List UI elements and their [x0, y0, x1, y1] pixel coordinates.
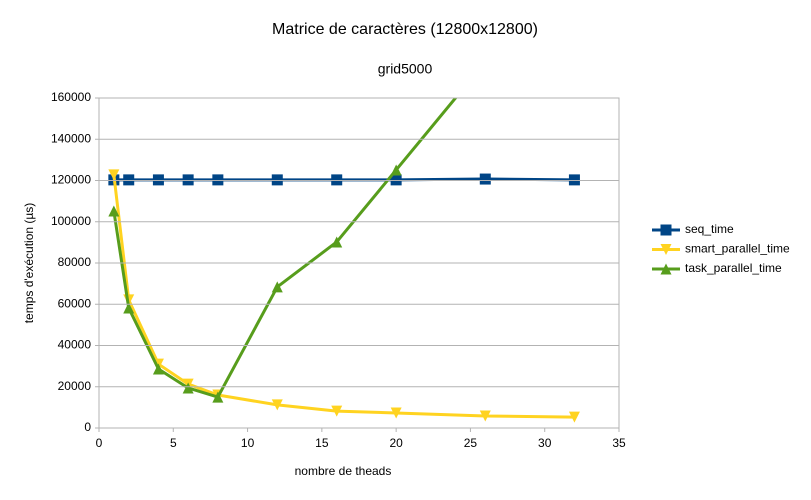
marker — [271, 174, 283, 186]
marker — [331, 236, 343, 248]
marker — [271, 281, 283, 293]
marker — [568, 174, 580, 186]
marker — [212, 391, 224, 403]
marker — [123, 174, 135, 186]
chart-subtitle: grid5000 — [378, 61, 433, 77]
marker — [182, 382, 194, 394]
legend-marker — [660, 263, 672, 275]
marker — [108, 205, 120, 217]
y-tick-label: 20000 — [58, 379, 92, 393]
marker — [568, 411, 580, 423]
marker — [479, 173, 491, 185]
x-tick-label: 15 — [315, 436, 329, 450]
y-tick-label: 120000 — [51, 173, 91, 187]
y-tick-label: 60000 — [58, 296, 92, 310]
marker — [123, 302, 135, 314]
legend-marker — [660, 244, 672, 255]
y-tick-label: 100000 — [51, 214, 91, 228]
y-tick-label: 160000 — [51, 90, 91, 104]
series-line — [112, 98, 458, 399]
x-tick-label: 0 — [96, 436, 103, 450]
series-line — [113, 177, 575, 182]
marker — [152, 363, 164, 375]
legend-label: smart_parallel_time — [685, 242, 790, 256]
marker — [331, 174, 343, 186]
marker — [390, 407, 402, 419]
marker — [479, 410, 491, 422]
x-tick-label: 30 — [538, 436, 552, 450]
marker — [480, 56, 491, 67]
y-axis-label: temps d'exécution (µs) — [22, 203, 36, 324]
y-tick-label: 0 — [84, 420, 91, 434]
y-tick-label: 40000 — [58, 338, 92, 352]
marker — [182, 174, 194, 186]
marker — [390, 164, 402, 176]
x-tick-label: 20 — [389, 436, 403, 450]
x-tick-label: 35 — [612, 436, 626, 450]
x-tick-label: 25 — [464, 436, 478, 450]
marker — [152, 174, 164, 186]
y-tick-label: 80000 — [58, 255, 92, 269]
marker — [331, 405, 343, 417]
marker — [271, 399, 283, 411]
series-line — [112, 174, 575, 419]
x-tick-label: 5 — [170, 436, 177, 450]
legend-label: seq_time — [685, 222, 734, 236]
y-tick-label: 140000 — [51, 131, 91, 145]
legend-marker — [660, 224, 672, 236]
x-tick-label: 10 — [241, 436, 255, 450]
plot-area — [108, 56, 580, 423]
marker — [390, 174, 402, 186]
chart-title: Matrice de caractères (12800x12800) — [272, 21, 538, 38]
marker — [212, 174, 224, 186]
legend-label: task_parallel_time — [685, 261, 782, 275]
marker — [108, 169, 120, 181]
x-axis-label: nombre de theads — [295, 464, 392, 478]
